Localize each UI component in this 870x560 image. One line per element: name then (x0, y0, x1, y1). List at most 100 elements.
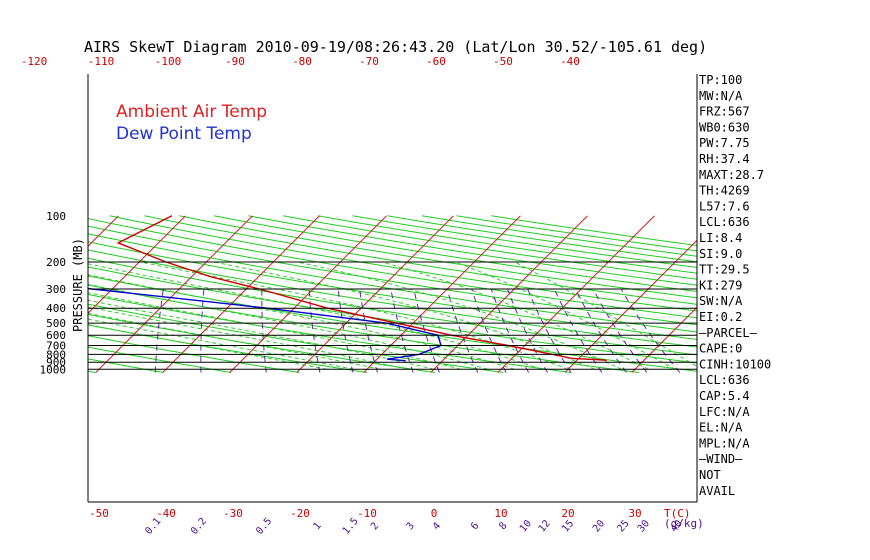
mixing-ratio-label: 4 (431, 521, 443, 533)
bottom-temp-tick-label: -10 (357, 507, 377, 520)
isotherm (363, 215, 521, 373)
top-temp-tick-label: -40 (560, 55, 580, 68)
dry-adiabat (88, 284, 639, 373)
bottom-temp-tick-label: -40 (156, 507, 176, 520)
bottom-temp-tick-label: 30 (628, 507, 641, 520)
index-value: MW:N/A (699, 89, 743, 103)
top-temp-tick-label: -110 (88, 55, 115, 68)
pressure-tick-label: 900 (46, 356, 66, 369)
moist-adiabat (88, 283, 488, 370)
top-temp-tick-label: -60 (426, 55, 446, 68)
dry-adiabat (88, 233, 697, 333)
index-value: MAXT:28.7 (699, 168, 764, 182)
isotherm (88, 215, 186, 314)
index-value: TH:4269 (699, 184, 750, 198)
index-value: TP:100 (699, 73, 742, 87)
pressure-tick-label: 700 (46, 339, 66, 352)
top-temp-tick-label: -90 (225, 55, 245, 68)
dry-adiabat (88, 313, 436, 373)
mixing-ratio-label: 3 (405, 521, 417, 533)
index-value: NOT (699, 468, 721, 482)
mixing-ratio-line (527, 288, 572, 373)
dry-adiabat (88, 218, 697, 319)
index-value: LCL:636 (699, 215, 750, 229)
index-value: CAP:5.4 (699, 389, 750, 403)
isotherm (296, 215, 454, 373)
mixing-ratio-line (154, 288, 164, 373)
index-value: PW:7.75 (699, 136, 750, 150)
top-temp-tick-label: -50 (493, 55, 513, 68)
index-value: CAPE:0 (699, 342, 742, 356)
legend-ambient-air-temp: Ambient Air Temp (116, 102, 267, 122)
bottom-temp-tick-label: 0 (431, 507, 438, 520)
dry-adiabat (88, 346, 232, 373)
dry-adiabat (248, 215, 697, 286)
index-value: LFC:N/A (699, 405, 750, 419)
mixing-ratio-label: 6 (469, 521, 481, 533)
dry-adiabat (283, 215, 697, 280)
index-value: EL:N/A (699, 421, 743, 435)
isotherm (564, 239, 697, 373)
bottom-temp-tick-label: -30 (223, 507, 243, 520)
isotherm (229, 215, 387, 373)
top-temp-tick-label: -120 (21, 55, 48, 68)
top-temp-tick-label: -70 (359, 55, 379, 68)
mixing-ratio-label: 8 (497, 521, 509, 533)
mixing-ratio-label: 2 (369, 521, 381, 533)
index-value: LCL:636 (699, 373, 750, 387)
mixing-ratio-line (490, 288, 530, 373)
moist-adiabat (88, 324, 327, 370)
grid-layer (88, 215, 697, 373)
index-value: AVAIL (699, 484, 735, 498)
index-value: SI:9.0 (699, 247, 742, 261)
frame-layer (87, 74, 698, 503)
dry-adiabat (88, 293, 571, 373)
pressure-tick-label: 1000 (40, 363, 67, 376)
mixing-ratio-line (620, 288, 681, 373)
index-value: TT:29.5 (699, 263, 750, 277)
isotherm (430, 215, 588, 373)
pressure-tick-label: 500 (46, 317, 66, 330)
isotherm (497, 215, 655, 373)
pressure-tick-label: 400 (46, 302, 66, 315)
index-value: LI:8.4 (699, 231, 742, 245)
index-value: CINH:10100 (699, 357, 771, 371)
mixing-ratio-line (200, 288, 205, 373)
bottom-temp-tick-label: 10 (494, 507, 507, 520)
dry-adiabat (88, 335, 300, 373)
dry-adiabat (88, 249, 697, 348)
isotherm (88, 215, 119, 247)
mixing-ratio-unit: (g/kg) (664, 517, 704, 530)
index-value: EI:0.2 (699, 310, 742, 324)
isotherm (631, 306, 697, 373)
temp-unit-label: T(C) (664, 507, 691, 520)
bottom-temp-tick-label: 20 (561, 507, 574, 520)
index-value: L57:7.6 (699, 199, 750, 213)
dry-adiabat (88, 324, 368, 373)
dry-adiabat (179, 215, 697, 299)
pressure-tick-label: 300 (46, 283, 66, 296)
pressure-tick-label: 800 (46, 348, 66, 361)
mixing-ratio-line (308, 288, 321, 373)
index-value: FRZ:567 (699, 105, 750, 119)
bottom-temp-tick-label: -20 (290, 507, 310, 520)
isotherm (162, 215, 320, 373)
dry-adiabat (88, 275, 697, 372)
index-value: —WIND— (699, 452, 743, 466)
moist-adiabat (88, 306, 408, 370)
pressure-tick-label: 200 (46, 256, 66, 269)
mixing-ratio-line (553, 288, 603, 373)
index-value: RH:37.4 (699, 152, 750, 166)
mixing-ratio-label: 1 (312, 521, 324, 533)
chart-title: AIRS SkewT Diagram 2010-09-19/08:26:43.2… (84, 38, 707, 56)
dry-adiabat (88, 241, 697, 340)
pressure-tick-label: 600 (46, 329, 66, 342)
index-value: KI:279 (699, 278, 742, 292)
index-value: SW:N/A (699, 294, 743, 308)
legend-dew-point-temp: Dew Point Temp (116, 124, 252, 144)
dry-adiabat (109, 215, 697, 312)
dry-adiabat (88, 257, 697, 356)
